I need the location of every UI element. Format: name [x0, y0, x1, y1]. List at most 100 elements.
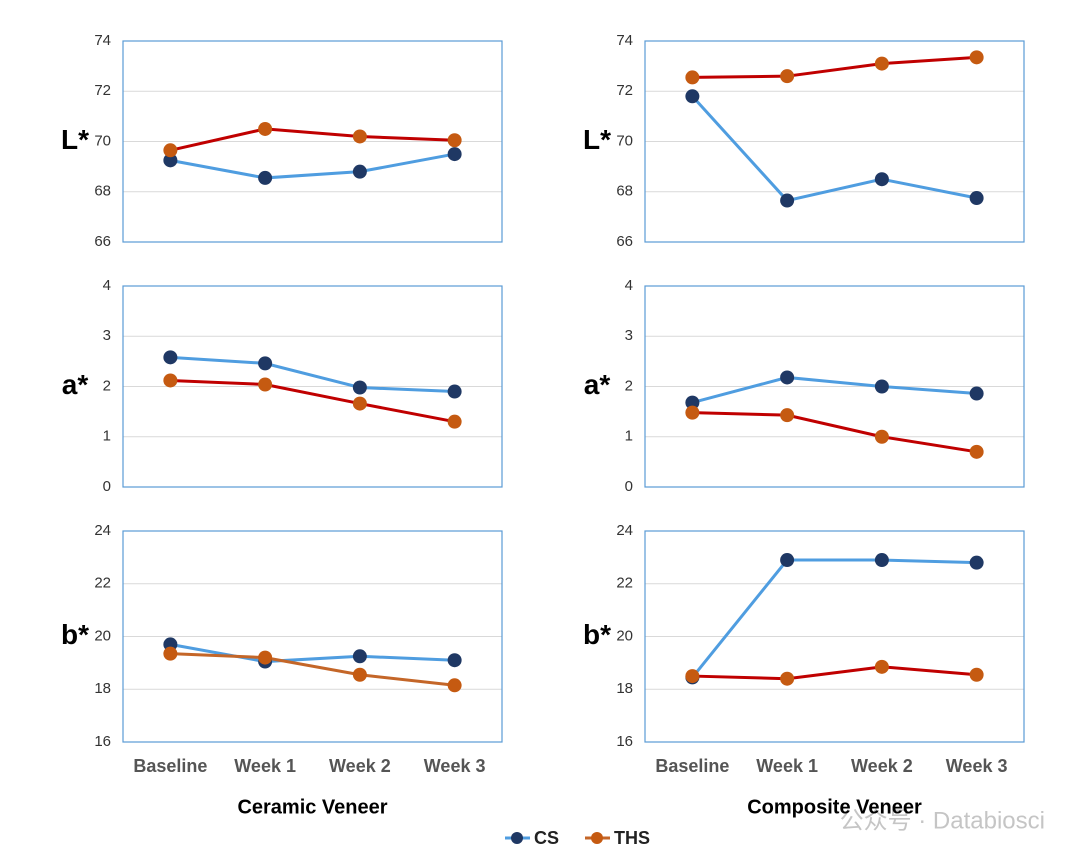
data-point [258, 356, 273, 371]
data-point [447, 414, 462, 429]
y-tick-label: 4 [625, 277, 633, 294]
data-point [685, 395, 700, 410]
y-tick-label: 22 [94, 575, 111, 592]
y-tick-label: 4 [103, 277, 111, 294]
data-point [447, 133, 462, 148]
data-point [969, 667, 984, 682]
legend-marker [511, 832, 523, 844]
series-line [170, 355, 455, 394]
data-point [780, 671, 795, 686]
legend-label: CS [534, 828, 559, 848]
plot-border [122, 285, 503, 488]
x-tick-label: Baseline [655, 756, 729, 776]
x-tick-label: Week 2 [851, 756, 913, 776]
data-point [258, 650, 273, 665]
y-axis-label: b* [583, 619, 611, 650]
y-tick-label: 18 [94, 680, 111, 697]
y-tick-label: 3 [625, 327, 633, 344]
y-axis-label: L* [61, 124, 89, 155]
data-point [685, 70, 700, 85]
data-point [874, 379, 889, 394]
data-point [780, 370, 795, 385]
series-line [692, 411, 977, 454]
data-point [352, 164, 367, 179]
plot-border [644, 530, 1025, 743]
y-axis-label: L* [583, 124, 611, 155]
data-point [780, 69, 795, 84]
y-tick-label: 0 [103, 478, 111, 495]
x-tick-label: Week 1 [756, 756, 818, 776]
data-point [163, 350, 178, 365]
data-point [969, 555, 984, 570]
y-tick-label: 18 [616, 680, 633, 697]
data-point [258, 121, 273, 136]
series-line [691, 95, 977, 203]
y-tick-label: 20 [94, 627, 111, 644]
x-axis-label: Ceramic Veneer [237, 796, 387, 818]
y-tick-label: 22 [616, 575, 633, 592]
data-point [258, 170, 273, 185]
data-point [780, 553, 795, 568]
y-tick-label: 0 [625, 478, 633, 495]
data-point [447, 384, 462, 399]
data-point [685, 89, 700, 104]
series-line [170, 642, 455, 664]
data-point [780, 193, 795, 208]
y-axis-label: a* [62, 369, 89, 400]
y-tick-label: 66 [616, 233, 633, 250]
data-point [969, 191, 984, 206]
y-tick-label: 70 [94, 132, 111, 149]
watermark: 公众号 · Databiosci [840, 807, 1045, 834]
plot-border [644, 285, 1025, 488]
data-point [163, 373, 178, 388]
y-axis-label: a* [584, 369, 611, 400]
y-tick-label: 16 [94, 733, 111, 750]
plot-border [644, 40, 1025, 243]
x-tick-label: Week 2 [329, 756, 391, 776]
x-tick-label: Week 3 [424, 756, 486, 776]
data-point [874, 56, 889, 71]
y-tick-label: 66 [94, 233, 111, 250]
series-line [170, 652, 455, 687]
y-tick-label: 24 [616, 522, 633, 539]
y-tick-label: 72 [616, 82, 633, 99]
data-point [969, 444, 984, 459]
y-tick-label: 1 [625, 428, 633, 445]
data-point [258, 377, 273, 392]
data-point [780, 408, 795, 423]
legend-label: THS [614, 828, 650, 848]
data-point [447, 147, 462, 162]
x-tick-label: Week 3 [946, 756, 1008, 776]
y-tick-label: 2 [625, 377, 633, 394]
data-point [352, 129, 367, 144]
legend-marker [591, 832, 603, 844]
y-tick-label: 74 [94, 32, 111, 49]
data-point [352, 649, 367, 664]
y-axis-label: b* [61, 619, 89, 650]
y-tick-label: 16 [616, 733, 633, 750]
data-point [352, 396, 367, 411]
series-line [692, 55, 977, 79]
data-point [352, 667, 367, 682]
data-point [874, 553, 889, 568]
data-point [447, 653, 462, 668]
data-point [874, 659, 889, 674]
y-tick-label: 3 [103, 327, 111, 344]
data-point [969, 50, 984, 65]
data-point [163, 143, 178, 158]
y-tick-label: 20 [616, 627, 633, 644]
x-tick-label: Week 1 [234, 756, 296, 776]
x-axis-label: Composite Veneer [747, 796, 922, 818]
plot-border [122, 40, 503, 243]
y-tick-label: 24 [94, 522, 111, 539]
y-tick-label: 68 [94, 183, 111, 200]
series-line [170, 127, 455, 152]
data-point [163, 646, 178, 661]
y-tick-label: 74 [616, 32, 633, 49]
series-line [691, 375, 977, 405]
y-tick-label: 2 [103, 377, 111, 394]
y-tick-label: 68 [616, 183, 633, 200]
series-line [170, 378, 455, 424]
series-line [692, 665, 977, 681]
data-point [874, 172, 889, 187]
